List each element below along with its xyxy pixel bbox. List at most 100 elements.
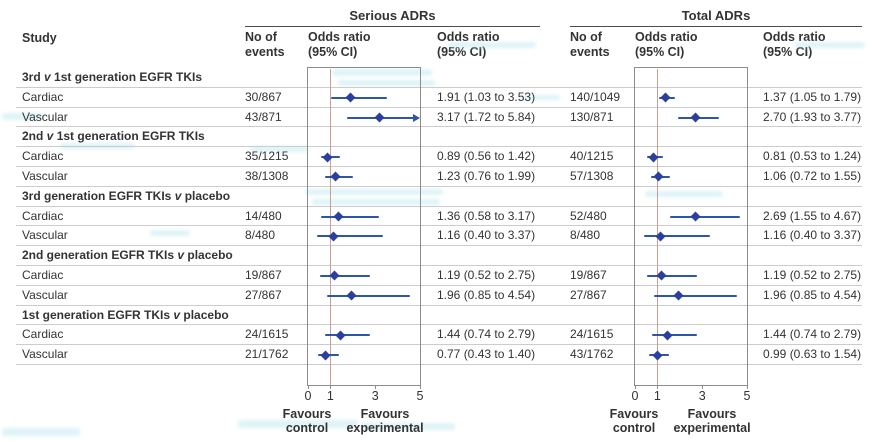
- events-cell: 8/480: [245, 228, 276, 243]
- events-cell: 24/1615: [245, 327, 289, 342]
- panel-title-serious-adrs: Serious ADRs: [349, 8, 436, 23]
- events-cell: 140/1049: [570, 89, 621, 104]
- axis-tick: [702, 386, 704, 389]
- ci-line: [651, 334, 698, 337]
- watermark-artifact: [250, 146, 308, 152]
- panel-title-total-adrs: Total ADRs: [681, 8, 751, 23]
- favours-control-label-serious: Favours control: [282, 407, 332, 435]
- watermark-artifact: [150, 230, 190, 236]
- table-row: Cardiac 14/480 1.36 (0.58 to 3.17) 52/480 2.…: [16, 207, 862, 227]
- axis-tick: [420, 386, 421, 389]
- or-ci-cell: 1.96 (0.85 to 4.54): [763, 287, 862, 302]
- row-label: Cardiac: [22, 268, 64, 282]
- events-cell: 19/867: [245, 268, 282, 282]
- watermark-artifact: [360, 423, 455, 430]
- plot-area-serious: [307, 67, 421, 386]
- watermark-artifact: [645, 191, 723, 197]
- ci-line: [327, 294, 410, 297]
- or-ci-cell: 1.16 (0.40 to 3.37): [763, 228, 862, 243]
- group-label: 3rd generation EGFR TKIs v placebo: [22, 188, 231, 203]
- events-cell: 30/867: [245, 89, 282, 104]
- group-header-row: 2nd generation EGFR TKIs v placebo: [16, 246, 862, 266]
- table-row: Cardiac 30/867 1.91 (1.03 to 3.53) 140/1049…: [16, 88, 862, 108]
- favours-experimental-label-serious: Favours experimental: [346, 407, 424, 435]
- favours-experimental-label-total: Favours experimental: [673, 407, 751, 435]
- or-ci-cell: 3.17 (1.72 to 5.84): [437, 109, 536, 124]
- row-label: Cardiac: [22, 89, 64, 104]
- row-label: Cardiac: [22, 208, 64, 223]
- watermark-artifact: [332, 69, 432, 76]
- axis-tick-label: 1: [653, 389, 661, 403]
- or-ci-cell: 1.06 (0.72 to 1.55): [763, 169, 862, 183]
- watermark-artifact: [2, 113, 44, 120]
- row-label: Vascular: [22, 169, 68, 183]
- row-label: Cardiac: [22, 327, 64, 342]
- ci-line: [320, 215, 379, 218]
- axis-tick-label: 5: [416, 389, 424, 403]
- watermark-artifact: [60, 143, 135, 149]
- group-label: 2nd generation EGFR TKIs v placebo: [22, 248, 233, 263]
- col-header-events-total: No of events: [570, 30, 610, 59]
- events-cell: 43/871: [245, 109, 282, 124]
- group-header-row: 2nd v 1st generation EGFR TKIs: [16, 127, 862, 148]
- axis-tick: [635, 386, 636, 389]
- row-label: Cardiac: [22, 149, 64, 164]
- events-cell: 19/867: [570, 268, 607, 282]
- events-cell: 14/480: [245, 208, 282, 223]
- or-ci-cell: 1.91 (1.03 to 3.53): [437, 89, 536, 104]
- or-ci-cell: 1.96 (0.85 to 4.54): [437, 287, 536, 302]
- or-ci-cell: 1.44 (0.74 to 2.79): [763, 327, 862, 342]
- watermark-artifact: [305, 189, 443, 195]
- or-ci-cell: 0.89 (0.56 to 1.42): [437, 149, 536, 164]
- ci-line: [316, 235, 384, 238]
- table-row: Vascular 27/867 1.96 (0.85 to 4.54) 27/867 1…: [16, 286, 862, 306]
- table-row: Vascular 21/1762 0.77 (0.43 to 1.40) 43/176…: [16, 345, 862, 365]
- ci-clip-arrow: [413, 113, 420, 122]
- events-cell: 21/1762: [245, 347, 289, 362]
- axis-tick-label: 3: [698, 389, 706, 403]
- axis-tick-label: 0: [631, 389, 639, 403]
- events-cell: 43/1762: [570, 347, 614, 362]
- events-cell: 52/480: [570, 208, 607, 223]
- axis-tick-label: 5: [743, 389, 751, 403]
- row-label: Vascular: [22, 109, 68, 124]
- plot-area-total: [634, 67, 748, 386]
- row-label: Vascular: [22, 228, 68, 243]
- table-row: Cardiac 24/1615 1.44 (0.74 to 2.79) 24/1615…: [16, 325, 862, 346]
- ci-line: [324, 334, 371, 337]
- or-ci-cell: 0.77 (0.43 to 1.40): [437, 347, 536, 362]
- group-header-row: 3rd generation EGFR TKIs v placebo: [16, 187, 862, 207]
- axis-tick-label: 3: [371, 389, 379, 403]
- group-label: 2nd v 1st generation EGFR TKIs: [22, 129, 205, 144]
- events-cell: 24/1615: [570, 327, 614, 342]
- row-label: Vascular: [22, 347, 68, 362]
- panel-title-underline-serious: [245, 26, 540, 27]
- axis-tick: [375, 386, 377, 389]
- col-header-or-plot-total: Odds ratio (95% CI): [635, 30, 698, 59]
- col-header-events-serious: No of events: [245, 30, 285, 59]
- reference-line-or-1: [657, 69, 659, 385]
- events-cell: 38/1308: [245, 169, 289, 183]
- watermark-artifact: [520, 95, 560, 100]
- events-cell: 8/480: [570, 228, 601, 243]
- axis-tick: [330, 386, 332, 389]
- axis-tick: [747, 386, 748, 389]
- or-ci-cell: 0.99 (0.63 to 1.54): [763, 347, 862, 362]
- ci-line: [643, 235, 711, 238]
- ci-line: [331, 96, 388, 99]
- events-cell: 130/871: [570, 109, 614, 124]
- study-column-header: Study: [22, 31, 57, 45]
- events-cell: 57/1308: [570, 169, 614, 183]
- panel-title-underline-total: [570, 26, 862, 27]
- favours-control-label-total: Favours control: [609, 407, 659, 435]
- or-ci-cell: 1.19 (0.52 to 2.75): [437, 268, 536, 282]
- table-row: Cardiac 19/867 1.19 (0.52 to 2.75) 19/867 1.…: [16, 266, 862, 286]
- group-header-row: 1st generation EGFR TKIs v placebo: [16, 306, 862, 326]
- or-ci-cell: 2.69 (1.55 to 4.67): [763, 208, 862, 223]
- ci-line: [654, 294, 737, 297]
- axis-tick: [308, 386, 309, 389]
- group-label: 3rd v 1st generation EGFR TKIs: [22, 70, 203, 84]
- or-ci-cell: 1.23 (0.76 to 1.99): [437, 169, 536, 183]
- events-cell: 27/867: [245, 287, 282, 302]
